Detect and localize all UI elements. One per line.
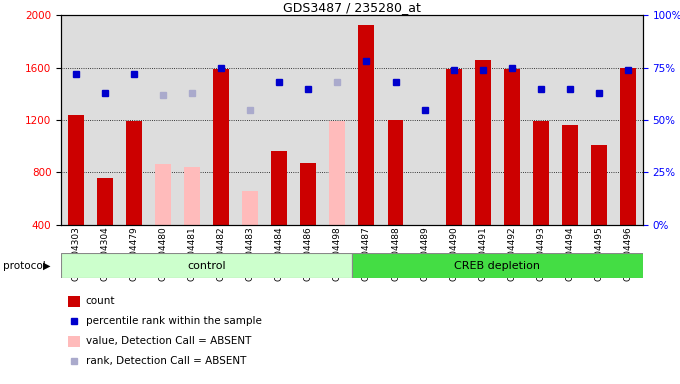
Bar (301, 163, 316, 225)
Text: protocol: protocol (3, 261, 46, 271)
Text: CREB depletion: CREB depletion (454, 261, 540, 271)
Bar (329, 121, 345, 225)
Bar (184, 167, 200, 225)
Bar (533, 121, 549, 225)
Bar (417, 225, 432, 226)
Bar (445, 69, 462, 225)
Bar (358, 25, 375, 225)
Bar (155, 164, 171, 225)
Bar (591, 145, 607, 225)
Text: value, Detection Call = ABSENT: value, Detection Call = ABSENT (86, 336, 251, 346)
Bar (388, 120, 403, 225)
Bar (242, 190, 258, 225)
Text: percentile rank within the sample: percentile rank within the sample (86, 316, 262, 326)
Bar (562, 125, 578, 225)
Title: GDS3487 / 235280_at: GDS3487 / 235280_at (283, 1, 421, 14)
Bar (475, 60, 491, 225)
Text: ▶: ▶ (43, 261, 50, 271)
Bar (271, 151, 287, 225)
Text: rank, Detection Call = ABSENT: rank, Detection Call = ABSENT (86, 356, 246, 366)
Bar (352, 253, 643, 278)
Text: count: count (86, 296, 115, 306)
Bar (61, 253, 352, 278)
Bar (97, 177, 113, 225)
Bar (126, 121, 142, 225)
Text: control: control (187, 261, 226, 271)
Bar (504, 69, 520, 225)
Bar (620, 68, 636, 225)
Bar (68, 115, 84, 225)
Bar (213, 69, 229, 225)
